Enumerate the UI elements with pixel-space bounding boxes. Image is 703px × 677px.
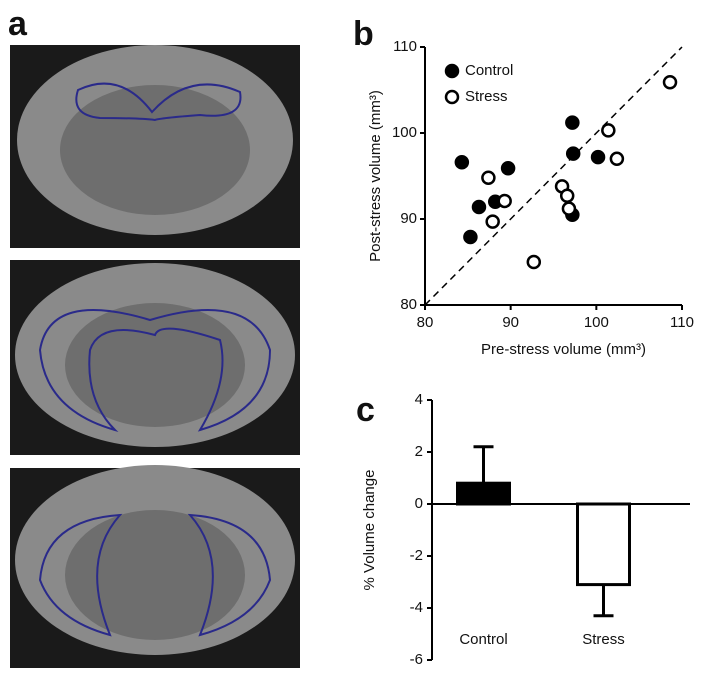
bar xyxy=(576,502,631,587)
y-tick-label: -4 xyxy=(410,599,423,616)
point xyxy=(590,149,606,165)
point xyxy=(662,75,678,90)
point xyxy=(559,188,575,204)
point xyxy=(497,193,512,209)
point xyxy=(485,214,500,229)
x-tick-label: Control xyxy=(459,631,507,648)
y-tick-label: 110 xyxy=(393,38,417,55)
y-tick-label: -6 xyxy=(410,651,423,668)
x-tick-label: 80 xyxy=(417,314,434,331)
point xyxy=(601,123,616,138)
y-tick-label: 100 xyxy=(392,124,417,141)
legend-label: Control xyxy=(465,62,513,79)
x-tick-label: 100 xyxy=(584,314,609,331)
point xyxy=(471,199,487,215)
panel-label: a xyxy=(8,5,28,43)
point xyxy=(609,151,625,167)
legend-label: Stress xyxy=(465,88,508,105)
point xyxy=(565,115,580,130)
y-tick-label: 80 xyxy=(400,296,417,313)
panel-label: b xyxy=(353,15,374,53)
point xyxy=(526,254,542,270)
x-axis-label: Pre-stress volume (mm³) xyxy=(481,341,646,358)
y-axis-label: % Volume change xyxy=(361,470,378,591)
point xyxy=(481,170,496,185)
point xyxy=(565,146,581,161)
point xyxy=(561,201,577,216)
y-tick-label: 0 xyxy=(415,495,423,512)
x-tick-label: Stress xyxy=(582,631,625,648)
y-tick-label: -2 xyxy=(410,547,423,564)
y-tick-label: 4 xyxy=(415,391,423,408)
y-tick-label: 90 xyxy=(400,210,417,227)
x-tick-label: 90 xyxy=(502,314,519,331)
panel-label: c xyxy=(356,391,375,429)
x-tick-label: 110 xyxy=(670,314,694,331)
legend-marker xyxy=(444,89,460,105)
legend-marker xyxy=(444,63,460,79)
point xyxy=(454,154,470,170)
point xyxy=(463,229,478,245)
y-axis-label: Post-stress volume (mm³) xyxy=(367,90,384,262)
identity-line xyxy=(424,46,683,306)
mri-images xyxy=(10,45,300,668)
y-tick-label: 2 xyxy=(415,443,423,460)
bar xyxy=(456,481,511,506)
point xyxy=(500,161,516,176)
